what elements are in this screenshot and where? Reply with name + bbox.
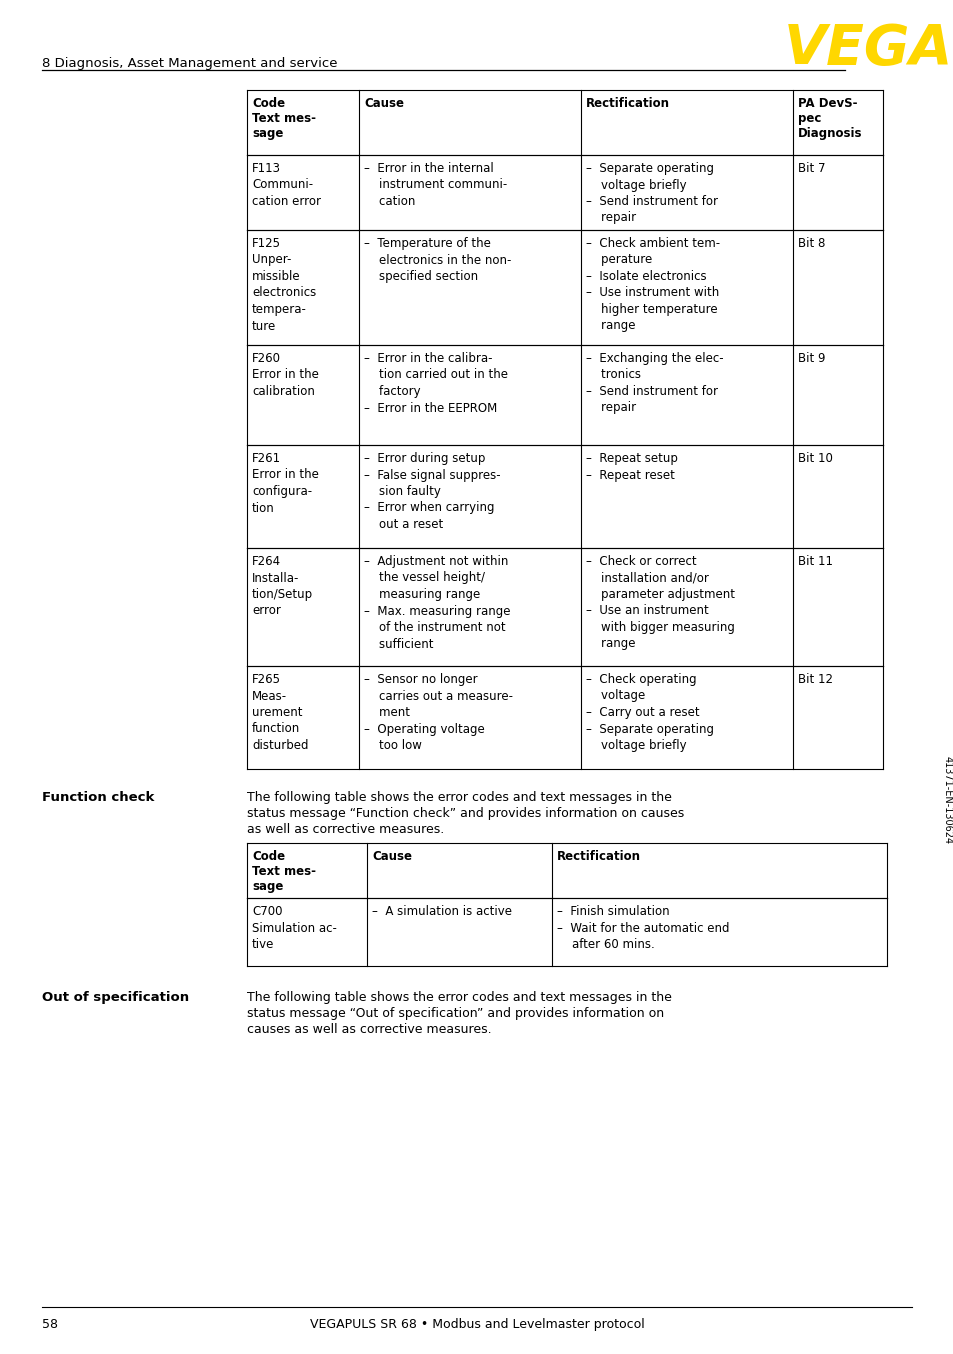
- Text: F261
Error in the
configura-
tion: F261 Error in the configura- tion: [252, 452, 318, 515]
- Text: status message “Function check” and provides information on causes: status message “Function check” and prov…: [247, 807, 683, 821]
- Text: 41371-EN-130624: 41371-EN-130624: [942, 756, 952, 844]
- Text: Bit 11: Bit 11: [797, 555, 832, 567]
- Text: –  Check ambient tem-
    perature
–  Isolate electronics
–  Use instrument with: – Check ambient tem- perature – Isolate …: [585, 237, 720, 333]
- Text: Function check: Function check: [42, 791, 154, 804]
- Text: C700
Simulation ac-
tive: C700 Simulation ac- tive: [252, 904, 336, 951]
- Text: 58: 58: [42, 1317, 58, 1331]
- Text: Cause: Cause: [372, 850, 412, 862]
- Text: –  Check or correct
    installation and/or
    parameter adjustment
–  Use an i: – Check or correct installation and/or p…: [585, 555, 734, 650]
- Text: PA DevS-: PA DevS-: [797, 97, 857, 110]
- Text: F113
Communi-
cation error: F113 Communi- cation error: [252, 162, 320, 209]
- Text: causes as well as corrective measures.: causes as well as corrective measures.: [247, 1024, 491, 1036]
- Text: The following table shows the error codes and text messages in the: The following table shows the error code…: [247, 991, 671, 1005]
- Text: Out of specification: Out of specification: [42, 991, 189, 1005]
- Text: Bit 12: Bit 12: [797, 673, 832, 686]
- Text: –  Adjustment not within
    the vessel height/
    measuring range
–  Max. meas: – Adjustment not within the vessel heigh…: [364, 555, 510, 650]
- Text: –  Repeat setup
–  Repeat reset: – Repeat setup – Repeat reset: [585, 452, 678, 482]
- Text: Cause: Cause: [364, 97, 403, 110]
- Text: Bit 10: Bit 10: [797, 452, 832, 464]
- Text: –  A simulation is active: – A simulation is active: [372, 904, 512, 918]
- Text: Text mes-: Text mes-: [252, 865, 315, 877]
- Text: –  Exchanging the elec-
    tronics
–  Send instrument for
    repair: – Exchanging the elec- tronics – Send in…: [585, 352, 723, 414]
- Text: VEGAPULS SR 68 • Modbus and Levelmaster protocol: VEGAPULS SR 68 • Modbus and Levelmaster …: [310, 1317, 643, 1331]
- Text: –  Separate operating
    voltage briefly
–  Send instrument for
    repair: – Separate operating voltage briefly – S…: [585, 162, 718, 225]
- Text: F264
Installa-
tion/Setup
error: F264 Installa- tion/Setup error: [252, 555, 313, 617]
- Text: Diagnosis: Diagnosis: [797, 127, 862, 139]
- Text: Text mes-: Text mes-: [252, 112, 315, 125]
- Text: pec: pec: [797, 112, 821, 125]
- Text: Code: Code: [252, 850, 285, 862]
- Text: –  Check operating
    voltage
–  Carry out a reset
–  Separate operating
    vo: – Check operating voltage – Carry out a …: [585, 673, 713, 751]
- Text: –  Error in the calibra-
    tion carried out in the
    factory
–  Error in the: – Error in the calibra- tion carried out…: [364, 352, 507, 414]
- Text: –  Finish simulation
–  Wait for the automatic end
    after 60 mins.: – Finish simulation – Wait for the autom…: [557, 904, 729, 951]
- Text: The following table shows the error codes and text messages in the: The following table shows the error code…: [247, 791, 671, 804]
- Text: Code: Code: [252, 97, 285, 110]
- Text: –  Error during setup
–  False signal suppres-
    sion faulty
–  Error when car: – Error during setup – False signal supp…: [364, 452, 500, 531]
- Text: Bit 9: Bit 9: [797, 352, 824, 366]
- Text: –  Temperature of the
    electronics in the non-
    specified section: – Temperature of the electronics in the …: [364, 237, 511, 283]
- Text: sage: sage: [252, 127, 283, 139]
- Text: Bit 7: Bit 7: [797, 162, 824, 175]
- Text: Bit 8: Bit 8: [797, 237, 824, 250]
- Text: 8 Diagnosis, Asset Management and service: 8 Diagnosis, Asset Management and servic…: [42, 57, 337, 70]
- Text: –  Sensor no longer
    carries out a measure-
    ment
–  Operating voltage
   : – Sensor no longer carries out a measure…: [364, 673, 513, 751]
- Text: F265
Meas-
urement
function
disturbed: F265 Meas- urement function disturbed: [252, 673, 308, 751]
- Text: VEGA: VEGA: [782, 22, 952, 76]
- Text: status message “Out of specification” and provides information on: status message “Out of specification” an…: [247, 1007, 663, 1020]
- Text: sage: sage: [252, 880, 283, 894]
- Text: F260
Error in the
calibration: F260 Error in the calibration: [252, 352, 318, 398]
- Text: Rectification: Rectification: [585, 97, 669, 110]
- Text: –  Error in the internal
    instrument communi-
    cation: – Error in the internal instrument commu…: [364, 162, 507, 209]
- Text: F125
Unper-
missible
electronics
tempera-
ture: F125 Unper- missible electronics tempera…: [252, 237, 315, 333]
- Text: as well as corrective measures.: as well as corrective measures.: [247, 823, 444, 835]
- Text: Rectification: Rectification: [557, 850, 640, 862]
